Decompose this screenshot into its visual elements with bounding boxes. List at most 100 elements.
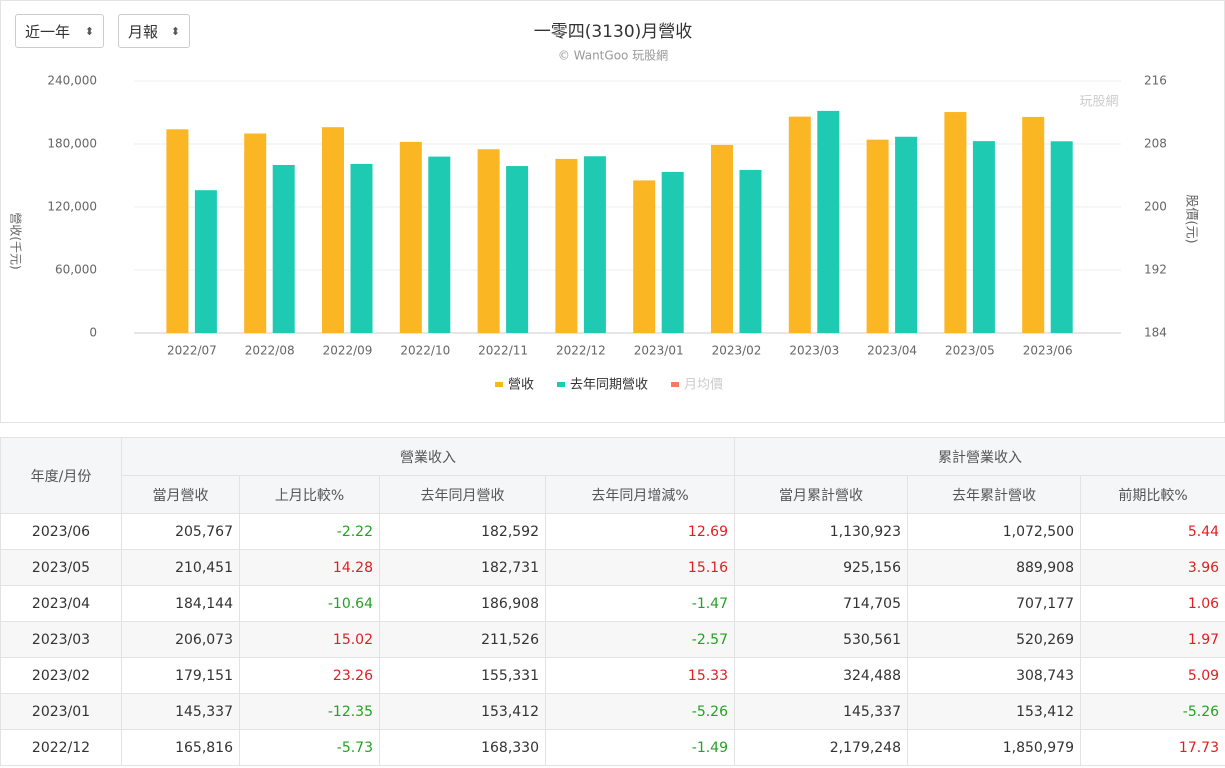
table-cell: 2,179,248 (734, 729, 908, 766)
table-cell: 182,731 (379, 549, 546, 586)
table-cell: 155,331 (379, 657, 546, 694)
x-tick-label: 2022/12 (556, 344, 606, 358)
bar (555, 158, 578, 333)
table-cell: 714,705 (734, 585, 908, 622)
column-header: 去年同月營收 (379, 475, 546, 514)
table-cell: 308,743 (907, 657, 1081, 694)
bar (399, 141, 422, 333)
x-tick-label: 2023/02 (712, 344, 762, 358)
x-tick-label: 2022/11 (478, 344, 528, 358)
chart: 一零四(3130)月營收 © WantGoo 玩股網 玩股網 營收(千元) 股價… (9, 22, 1199, 393)
bar (944, 112, 967, 333)
revenue-table: 年度/月份 營業收入 累計營業收入 當月營收 上月比較% 去年同月營收 去年同月增減% 當月累… (0, 437, 1225, 766)
chart-panel: 近一年 月報 一零四(3130)月營收 © WantGoo 玩股網 玩股網 營收… (0, 0, 1225, 423)
table-cell: 1,850,979 (907, 729, 1081, 766)
y-tick-label: 240,000 (47, 74, 97, 88)
table-cell: 210,451 (121, 549, 240, 586)
table-cell: 2023/01 (0, 693, 122, 730)
x-tick-label: 2023/05 (945, 344, 995, 358)
chart-title: 一零四(3130)月營收 (534, 22, 693, 42)
legend-swatch (557, 382, 566, 387)
table-cell: 707,177 (907, 585, 1081, 622)
group-header: 營業收入 (121, 437, 735, 476)
table-cell: 1,130,923 (734, 513, 908, 550)
bar (166, 129, 189, 333)
table-cell: 2022/12 (0, 729, 122, 766)
table-cell: 520,269 (907, 621, 1081, 658)
table-cell: 5.09 (1079, 657, 1225, 694)
column-header: 上月比較% (239, 475, 380, 514)
bar (428, 156, 451, 333)
bar (583, 156, 606, 333)
watermark: 玩股網 (1079, 95, 1118, 110)
group-header: 累計營業收入 (733, 437, 1225, 476)
y-tick-label: 60,000 (55, 263, 97, 277)
legend-label[interactable]: 營收 (508, 378, 534, 393)
y2-tick-label: 208 (1144, 137, 1167, 151)
table-cell: 14.28 (239, 549, 380, 586)
bar (739, 169, 762, 333)
table-cell: 145,337 (121, 693, 240, 730)
table-row: 2023/06 205,767 -2.22 182,592 12.69 1,130,923… (0, 513, 1225, 550)
y-tick-label: 120,000 (47, 200, 97, 214)
bar (972, 141, 995, 333)
x-tick-label: 2022/08 (245, 344, 295, 358)
table-cell: 1,072,500 (907, 513, 1081, 550)
bar (506, 166, 529, 333)
table-cell: 153,412 (379, 693, 546, 730)
bar (1050, 141, 1073, 333)
column-header: 去年累計營收 (907, 475, 1081, 514)
column-header: 前期比較% (1079, 475, 1225, 514)
table-cell: 23.26 (239, 657, 380, 694)
y-tick-label: 180,000 (47, 137, 97, 151)
bar (272, 165, 295, 333)
column-header: 去年同月增減% (545, 475, 735, 514)
table-cell: 12.69 (545, 513, 735, 550)
chart-subtitle: © WantGoo 玩股網 (558, 49, 668, 63)
legend-label[interactable]: 去年同期營收 (570, 378, 648, 393)
bar (194, 190, 217, 333)
table-cell: 324,488 (734, 657, 908, 694)
table-cell: 205,767 (121, 513, 240, 550)
bar (322, 127, 344, 333)
table-cell: 17.73 (1079, 729, 1225, 766)
column-header: 當月累計營收 (734, 475, 908, 514)
table-cell: -5.73 (239, 729, 380, 766)
table-cell: -5.26 (545, 693, 735, 730)
period-select[interactable]: 近一年 (15, 14, 104, 49)
table-cell: 153,412 (907, 693, 1081, 730)
bar (788, 116, 811, 333)
bar (477, 149, 500, 333)
y2-axis-label: 股價(元) (1184, 194, 1199, 243)
table-cell: -1.49 (545, 729, 735, 766)
table-cell: 15.02 (239, 621, 380, 658)
bar (895, 136, 918, 333)
table-cell: 165,816 (121, 729, 240, 766)
table-cell: 3.96 (1079, 549, 1225, 586)
x-tick-label: 2022/09 (323, 344, 373, 358)
bar (817, 110, 840, 333)
x-tick-label: 2022/10 (400, 344, 450, 358)
x-tick-label: 2022/07 (167, 344, 217, 358)
table-cell: 15.16 (545, 549, 735, 586)
table-cell: -5.26 (1079, 693, 1225, 730)
legend-swatch (495, 382, 503, 387)
x-tick-label: 2023/01 (634, 344, 684, 358)
report-select[interactable]: 月報 (118, 14, 190, 49)
header-row: 年度/月份 營業收入 累計營業收入 (0, 437, 1225, 514)
legend-label[interactable]: 月均價 (684, 378, 723, 393)
table-cell: 2023/06 (0, 513, 122, 550)
y2-tick-label: 184 (1144, 326, 1167, 340)
table-cell: 5.44 (1079, 513, 1225, 550)
table-cell: 182,592 (379, 513, 546, 550)
table-cell: 2023/03 (0, 621, 122, 658)
y2-tick-label: 200 (1144, 200, 1167, 214)
legend-swatch (671, 382, 680, 387)
table-cell: 184,144 (121, 585, 240, 622)
table-cell: 2023/02 (0, 657, 122, 694)
table-cell: 145,337 (734, 693, 908, 730)
bar (633, 180, 656, 333)
row-header: 年度/月份 (0, 437, 122, 514)
bar (661, 171, 684, 333)
